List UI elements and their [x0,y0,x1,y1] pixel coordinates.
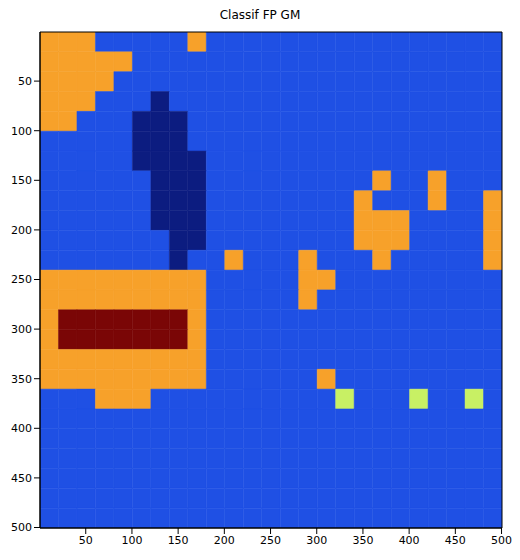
svg-text:450: 450 [11,472,32,485]
svg-text:150: 150 [11,174,32,187]
svg-text:50: 50 [18,75,32,88]
svg-text:100: 100 [121,534,142,547]
svg-text:450: 450 [445,534,466,547]
svg-text:400: 400 [399,534,420,547]
svg-text:200: 200 [11,224,32,237]
svg-text:200: 200 [214,534,235,547]
svg-text:150: 150 [168,534,189,547]
svg-text:250: 250 [11,273,32,286]
svg-text:300: 300 [11,323,32,336]
svg-text:300: 300 [306,534,327,547]
svg-text:400: 400 [11,422,32,435]
svg-text:50: 50 [79,534,93,547]
svg-text:500: 500 [11,521,32,534]
svg-text:500: 500 [491,534,512,547]
svg-text:350: 350 [352,534,373,547]
svg-text:100: 100 [11,125,32,138]
svg-text:250: 250 [260,534,281,547]
html-text:Classif FP GM: Classif FP GM [219,8,301,22]
svg-text:350: 350 [11,373,32,386]
